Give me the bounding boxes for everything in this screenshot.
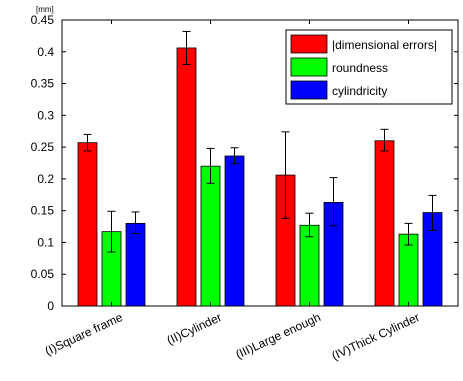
legend-swatch bbox=[290, 80, 328, 100]
y-tick-label: 0.3 bbox=[37, 108, 54, 122]
y-tick-label: 0.25 bbox=[31, 140, 55, 154]
x-tick-label: (IV)Thick Cylinder bbox=[329, 310, 421, 363]
y-tick-label: 0.05 bbox=[31, 267, 55, 281]
x-tick-label: (I)Square frame bbox=[43, 310, 125, 358]
bar bbox=[299, 224, 320, 307]
bar bbox=[125, 222, 146, 307]
y-tick-label: 0.15 bbox=[31, 204, 55, 218]
y-unit-label: [mm] bbox=[36, 5, 54, 14]
bar bbox=[224, 155, 245, 307]
x-tick-label: (III)Large enough bbox=[233, 310, 322, 362]
bar bbox=[200, 165, 221, 307]
bar bbox=[176, 47, 197, 307]
bars-layer bbox=[77, 30, 443, 307]
y-tick-label: 0 bbox=[47, 299, 54, 313]
legend: |dimensional errors| roundness cylindricit… bbox=[285, 29, 453, 105]
bar bbox=[374, 140, 395, 307]
y-tick-label: 0.45 bbox=[31, 13, 55, 27]
y-tick-label: 0.2 bbox=[37, 172, 54, 186]
legend-swatch bbox=[290, 57, 328, 77]
y-tick-label: 0.4 bbox=[37, 45, 54, 59]
legend-entry-label: |dimensional errors| bbox=[332, 38, 437, 52]
legend-swatch bbox=[290, 34, 328, 54]
legend-entry-label: cylindricity bbox=[332, 84, 387, 98]
y-tick-label: 0.35 bbox=[31, 77, 55, 91]
legend-entry-label: roundness bbox=[332, 61, 388, 75]
y-tick-label: 0.1 bbox=[37, 235, 54, 249]
x-tick-label: (II)Cylinder bbox=[165, 310, 224, 347]
bar bbox=[77, 142, 98, 307]
